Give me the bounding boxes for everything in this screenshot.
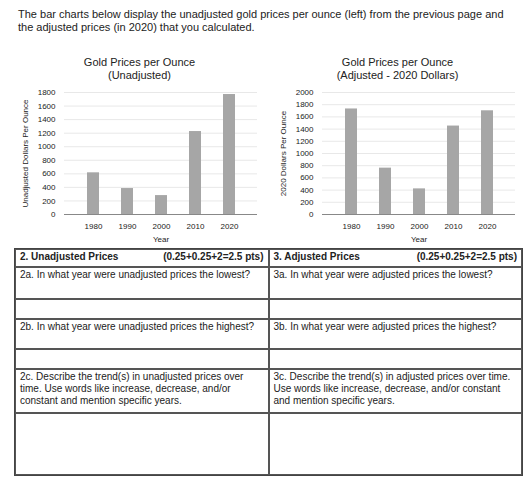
html-text:2a. In what year were unadjust: 2a. In what year were unadjusted prices …: [20, 269, 251, 280]
svg-text:1000: 1000: [38, 142, 56, 151]
svg-text:1600: 1600: [296, 112, 314, 121]
svg-text:1200: 1200: [296, 137, 314, 146]
svg-text:1400: 1400: [296, 125, 314, 134]
svg-text:1990: 1990: [119, 222, 137, 231]
svg-text:2020: 2020: [479, 222, 497, 231]
svg-text:1800: 1800: [38, 88, 56, 97]
html-text:(0.25+0.25+2=2.5 pts): (0.25+0.25+2=2.5 pts): [163, 251, 264, 262]
html-text:2c. Describe the trend(s) in u: 2c. Describe the trend(s) in unadjusted …: [20, 371, 244, 406]
html-text:2b. In what year were unadjust: 2b. In what year were unadjusted prices …: [20, 321, 254, 332]
html-text:3c. Describe the trend(s) in a: 3c. Describe the trend(s) in adjusted pr…: [273, 371, 511, 406]
svg-text:1600: 1600: [38, 102, 56, 111]
svg-text:1980: 1980: [343, 222, 361, 231]
html-text:Gold Prices per Ounce: Gold Prices per Ounce: [341, 56, 454, 68]
svg-text:2020 Dollars Per Ounce: 2020 Dollars Per Ounce: [279, 110, 288, 196]
svg-text:Year: Year: [411, 235, 428, 244]
html-text:3a. In what year were adjusted: 3a. In what year were adjusted prices th…: [273, 269, 493, 280]
svg-text:2010: 2010: [445, 222, 463, 231]
svg-text:400: 400: [42, 183, 56, 192]
svg-text:400: 400: [300, 186, 314, 195]
svg-text:2000: 2000: [153, 222, 171, 231]
svg-text:600: 600: [300, 173, 314, 182]
svg-text:2000: 2000: [296, 88, 314, 97]
svg-text:0: 0: [309, 210, 314, 219]
svg-text:800: 800: [300, 161, 314, 170]
html-text:(Unadjusted): (Unadjusted): [108, 69, 171, 81]
svg-text:1980: 1980: [85, 222, 103, 231]
svg-text:2020: 2020: [221, 222, 239, 231]
html-text:3b. In what year were adjusted: 3b. In what year were adjusted prices th…: [273, 321, 497, 332]
svg-text:Year: Year: [153, 235, 170, 244]
svg-text:1200: 1200: [38, 129, 56, 138]
html-text:(Adjusted - 2020 Dollars): (Adjusted - 2020 Dollars): [336, 69, 459, 81]
svg-text:2000: 2000: [411, 222, 429, 231]
svg-text:0: 0: [51, 210, 56, 219]
svg-text:1000: 1000: [296, 149, 314, 158]
html-text:Gold Prices per Ounce: Gold Prices per Ounce: [83, 56, 196, 68]
svg-text:200: 200: [42, 197, 56, 206]
html-text:3. Adjusted Prices: 3. Adjusted Prices: [273, 251, 360, 262]
html-text:The bar charts below display t: The bar charts below display the unadjus…: [18, 8, 504, 33]
svg-text:200: 200: [300, 198, 314, 207]
svg-text:Unadjusted Dollars Per Ounce: Unadjusted Dollars Per Ounce: [21, 99, 30, 208]
svg-text:600: 600: [42, 169, 56, 178]
svg-text:1400: 1400: [38, 115, 56, 124]
svg-text:800: 800: [42, 156, 56, 165]
svg-text:1800: 1800: [296, 100, 314, 109]
svg-text:1990: 1990: [377, 222, 395, 231]
svg-text:2010: 2010: [187, 222, 205, 231]
html-text:(0.25+0.25+2=2.5 pts): (0.25+0.25+2=2.5 pts): [416, 251, 517, 262]
html-text:2. Unadjusted Prices: 2. Unadjusted Prices: [20, 251, 119, 262]
